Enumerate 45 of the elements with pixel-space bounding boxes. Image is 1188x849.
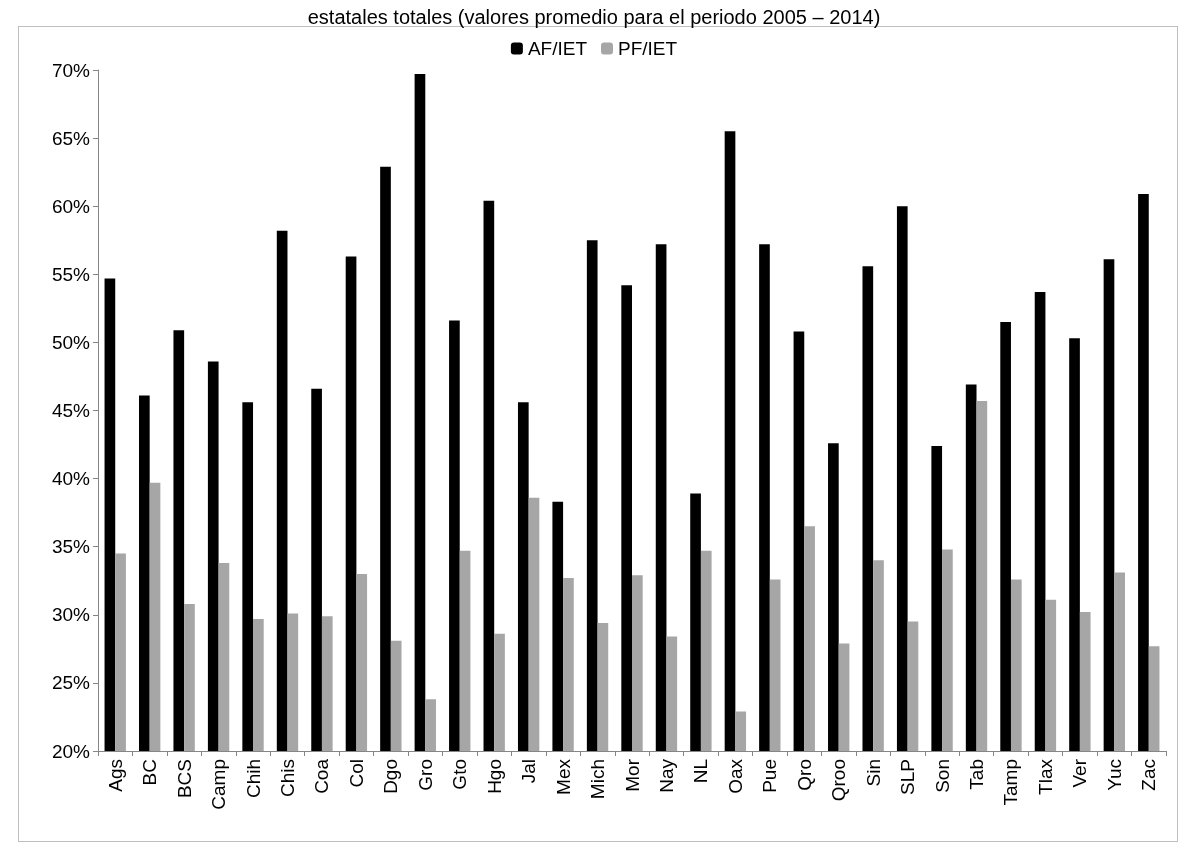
x-tick-label: Oax	[724, 758, 746, 794]
x-tick-label: SLP	[897, 759, 919, 795]
y-tick-label: 25%	[51, 672, 91, 694]
x-tick-label: Chis	[276, 759, 298, 798]
x-tick-label: Mor	[621, 758, 643, 792]
x-tick-label: Mich	[587, 759, 609, 800]
x-tick-label: BCS	[173, 759, 195, 799]
legend-label: AF/IET	[527, 38, 588, 59]
x-tick-label: Qroo	[828, 759, 850, 802]
x-tick-label: Qro	[793, 759, 815, 791]
x-tick-label: Sin	[862, 759, 884, 787]
y-tick-label: 20%	[51, 740, 91, 762]
x-tick-label: Gro	[414, 759, 436, 791]
x-tick-label: Coa	[311, 758, 333, 794]
x-tick-label: Dgo	[380, 759, 402, 794]
y-tick-label: 60%	[51, 195, 91, 217]
x-tick-label: Nay	[655, 758, 677, 793]
x-tick-label: Camp	[208, 759, 230, 810]
x-tick-label: Ver	[1069, 758, 1091, 788]
y-tick-label: 40%	[51, 468, 91, 490]
x-tick-label: NL	[690, 759, 712, 784]
x-tick-label: BC	[139, 759, 161, 786]
y-tick-label: 45%	[51, 400, 91, 421]
x-tick-label: Son	[931, 759, 953, 793]
y-tick-label: 65%	[51, 127, 91, 149]
x-tick-label: Col	[345, 759, 367, 788]
y-tick-label: 50%	[51, 331, 91, 353]
y-tick-label: 70%	[51, 59, 91, 81]
x-tick-label: Tab	[966, 759, 988, 790]
x-tick-label: Tlax	[1034, 758, 1056, 795]
x-tick-label: Pue	[759, 759, 781, 793]
x-tick-label: Jal	[518, 759, 540, 784]
y-tick-label: 35%	[51, 536, 91, 558]
x-tick-label: Ags	[104, 759, 126, 792]
x-tick-label: Zac	[1138, 759, 1160, 791]
legend-label: PF/IET	[618, 38, 678, 59]
x-tick-label: Tamp	[1000, 759, 1022, 806]
x-tick-label: Yuc	[1103, 759, 1125, 791]
x-tick-label: Hgo	[483, 759, 505, 794]
x-tick-label: Gto	[449, 759, 471, 790]
y-tick-label: 30%	[51, 604, 91, 626]
y-tick-label: 55%	[51, 263, 91, 285]
x-tick-label: Mex	[552, 758, 574, 795]
x-tick-label: Chih	[242, 759, 264, 799]
chart-title: estatales totales (valores promedio para el periodo 2005 – 2014)	[307, 6, 881, 28]
